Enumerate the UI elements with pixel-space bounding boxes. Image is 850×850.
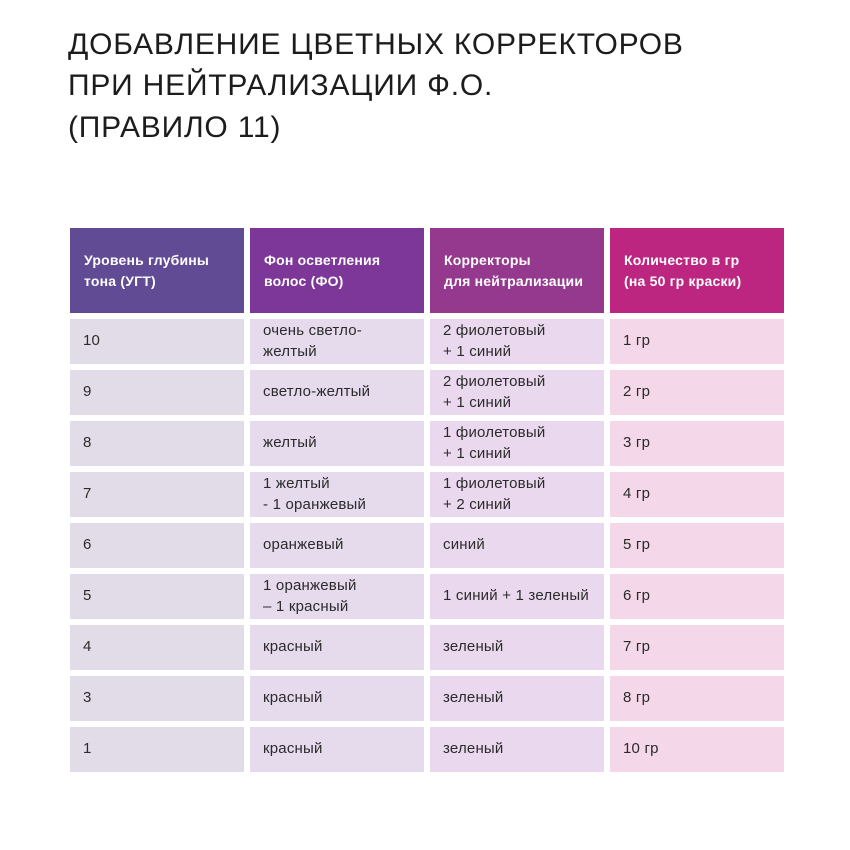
table-cell: 2 фиолетовый + 1 синий [430, 319, 604, 364]
table-header-cell: Количество в гр (на 50 гр краски) [610, 228, 784, 313]
table-cell: 6 [70, 523, 244, 568]
table-cell: 9 [70, 370, 244, 415]
table-cell: очень светло-желтый [250, 319, 424, 364]
table-header-cell: Уровень глубины тона (УГТ) [70, 228, 244, 313]
table-cell: 1 фиолетовый + 1 синий [430, 421, 604, 466]
table-cell: красный [250, 676, 424, 721]
page-title: ДОБАВЛЕНИЕ ЦВЕТНЫХ КОРРЕКТОРОВ ПРИ НЕЙТР… [68, 28, 684, 144]
table-cell: 1 [70, 727, 244, 772]
table-cell: красный [250, 625, 424, 670]
table-cell: 1 фиолетовый + 2 синий [430, 472, 604, 517]
table-header-cell: Корректоры для нейтрализации [430, 228, 604, 313]
table-cell: 4 [70, 625, 244, 670]
table-cell: 6 гр [610, 574, 784, 619]
table-cell: 1 оранжевый – 1 красный [250, 574, 424, 619]
table-cell: 7 [70, 472, 244, 517]
table-cell: светло-желтый [250, 370, 424, 415]
table-cell: 10 гр [610, 727, 784, 772]
table-cell: оранжевый [250, 523, 424, 568]
table-cell: 8 [70, 421, 244, 466]
table-cell: 1 гр [610, 319, 784, 364]
table-cell: 10 [70, 319, 244, 364]
table-cell: 7 гр [610, 625, 784, 670]
table-cell: 8 гр [610, 676, 784, 721]
table-cell: 4 гр [610, 472, 784, 517]
table-cell: 2 гр [610, 370, 784, 415]
table-cell: зеленый [430, 676, 604, 721]
table-cell: 1 желтый - 1 оранжевый [250, 472, 424, 517]
table-cell: зеленый [430, 727, 604, 772]
table-cell: 3 [70, 676, 244, 721]
table-cell: 5 [70, 574, 244, 619]
table-cell: красный [250, 727, 424, 772]
table-cell: 2 фиолетовый + 1 синий [430, 370, 604, 415]
table-cell: 1 синий + 1 зеленый [430, 574, 604, 619]
table-cell: синий [430, 523, 604, 568]
table-cell: 5 гр [610, 523, 784, 568]
table-cell: зеленый [430, 625, 604, 670]
table-header-cell: Фон осветления волос (ФО) [250, 228, 424, 313]
table-cell: 3 гр [610, 421, 784, 466]
table-cell: желтый [250, 421, 424, 466]
correctors-table: Уровень глубины тона (УГТ) Фон осветления… [70, 228, 784, 772]
